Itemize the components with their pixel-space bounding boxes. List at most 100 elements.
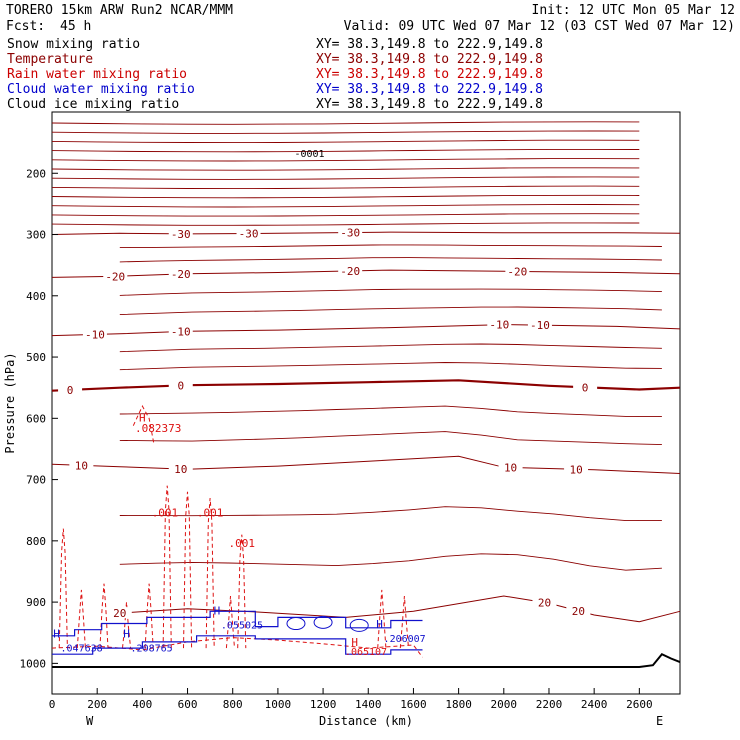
- rain-max-marker: H: [351, 636, 358, 649]
- x-tick-label: 2000: [491, 698, 518, 711]
- isotherm-label: 20: [113, 607, 126, 620]
- isotherm-label: 20: [538, 597, 551, 610]
- isotherm-label-bg: [236, 227, 261, 239]
- isotherm-upper: [51, 121, 640, 125]
- cloud-max-marker: H: [214, 604, 221, 617]
- isotherm-label: 0: [582, 381, 589, 394]
- y-tick-label: 400: [26, 290, 46, 303]
- isotherm-label: -10: [171, 326, 191, 339]
- rain-max-value: .065107: [345, 647, 387, 658]
- x-axis-label: Distance (km): [319, 714, 413, 728]
- legend-xy-4: XY= 38.3,149.8 to 222.9,149.8: [316, 82, 543, 97]
- y-tick-label: 900: [26, 596, 46, 609]
- isotherm-label: -30: [239, 228, 259, 241]
- x-tick-label: 1000: [265, 698, 292, 711]
- isotherm-label: -20: [507, 265, 527, 278]
- rain-contour-column: [58, 528, 68, 649]
- y-tick-label: 800: [26, 535, 46, 548]
- x-tick-label: 2400: [581, 698, 608, 711]
- cloud-max-value: .055025: [221, 620, 263, 631]
- isotherm--30: [51, 231, 681, 235]
- rain-contour-column: [377, 589, 387, 649]
- isotherm-label: -10: [85, 328, 105, 341]
- isotherm-label: -10: [489, 319, 509, 332]
- rain-contour-column: [205, 497, 215, 649]
- legend-xy-2: XY= 38.3,149.8 to 222.9,149.8: [316, 52, 543, 67]
- y-tick-label: 600: [26, 412, 46, 425]
- isotherm-minor: [119, 244, 662, 249]
- terrain-profile: [52, 652, 681, 668]
- isotherm--20: [51, 269, 681, 278]
- isotherm-20: [119, 595, 681, 623]
- y-tick-label: 700: [26, 474, 46, 487]
- isotherm-label-bg: [527, 319, 552, 331]
- isotherm-label: 10: [504, 462, 517, 475]
- isotherm-minor: [119, 362, 662, 371]
- rain-contour-label: .082373: [135, 422, 181, 435]
- isotherm-label-bg: [338, 226, 363, 238]
- isotherm-minor: [119, 553, 662, 571]
- cloud-max-marker: H: [53, 628, 60, 641]
- terrain-line: [52, 652, 681, 668]
- cloud-max-value: .047638: [61, 644, 103, 655]
- cloud-contour-inner: [52, 635, 423, 655]
- x-tick-label: 1400: [355, 698, 382, 711]
- legend: Snow mixing ratio XY= 38.3,149.8 to 222.9…: [7, 37, 543, 112]
- y-tick-label: 1000: [20, 657, 47, 670]
- x-tick-label: 2200: [536, 698, 563, 711]
- rain-max-marker: H: [139, 411, 146, 424]
- isotherm-label: 10: [75, 459, 88, 472]
- rain-contour-column: [399, 595, 409, 649]
- contour-labels: -30 -30 -30 -20 -20 -20 -20 -10 -10 -10 -10 0 0 0 10 10…: [53, 149, 598, 658]
- x-tick-label: 200: [87, 698, 107, 711]
- cloud-contour-cell: [349, 618, 369, 632]
- legend-xy-1: XY= 38.3,149.8 to 222.9,149.8: [316, 37, 543, 52]
- isotherm-label-bg: [107, 607, 132, 619]
- isotherm-label: 10: [174, 463, 187, 476]
- x-tick-label: 400: [132, 698, 152, 711]
- cloud-max-value: .208765: [131, 644, 173, 655]
- isotherm-minor: [119, 288, 662, 296]
- isotherm-label: -20: [171, 268, 191, 281]
- rain-contour-column: [144, 583, 154, 649]
- isotherm-upper: [51, 130, 640, 134]
- isotherm-minor: [119, 257, 662, 263]
- cloud-contour-cell: [286, 617, 306, 631]
- isotherm-upper: [51, 139, 640, 144]
- isotherm-0: [51, 379, 681, 392]
- isotherm-upper: [51, 167, 640, 171]
- plot-frame: [51, 111, 681, 695]
- isotherm-label: 20: [572, 605, 585, 618]
- rain-contour-upper: [132, 404, 155, 443]
- rain-contour-label: .001: [197, 506, 224, 519]
- isotherm-label-bg: [82, 328, 107, 340]
- legend-xy-5: XY= 38.3,149.8 to 222.9,149.8: [316, 97, 543, 112]
- isotherm-upper: [51, 176, 640, 180]
- cloud-max-marker: H: [376, 618, 383, 631]
- cloud-max-marker: H: [123, 628, 130, 641]
- x-tick-label: 0: [49, 698, 56, 711]
- isotherm-label-bg: [573, 381, 598, 393]
- isotherm-minor: [119, 343, 662, 353]
- legend-item-1: Snow mixing ratio: [7, 37, 140, 52]
- isotherm-label: -30: [340, 227, 360, 240]
- isotherm-minor: [119, 306, 662, 316]
- isotherm-label: -20: [340, 265, 360, 278]
- cloud-contour-outer: [52, 610, 423, 637]
- init-time: Init: 12 UTC Mon 05 Mar 12: [532, 3, 736, 18]
- valid-time: Valid: 09 UTC Wed 07 Mar 12 (03 CST Wed …: [344, 19, 735, 34]
- isotherm-label-bg: [69, 459, 94, 471]
- isotherm-upper: [51, 148, 640, 153]
- isotherm-label-bg: [505, 265, 530, 277]
- rain-contour-column: [237, 534, 247, 649]
- cloud-water-contours: [52, 610, 423, 655]
- rain-contour-column: [183, 491, 193, 649]
- fcst-value: 45 h: [60, 19, 91, 34]
- x-axis: 0 200 400 600 800 1000 1200 1400 1600 1800 2000 220…: [49, 688, 653, 711]
- legend-xy-3: XY= 38.3,149.8 to 222.9,149.8: [316, 67, 543, 82]
- rain-contour-column: [122, 602, 132, 649]
- isotherm-label: 0: [177, 379, 184, 392]
- isotherm-upper: [51, 222, 640, 226]
- isotherm-label-bg: [168, 462, 193, 474]
